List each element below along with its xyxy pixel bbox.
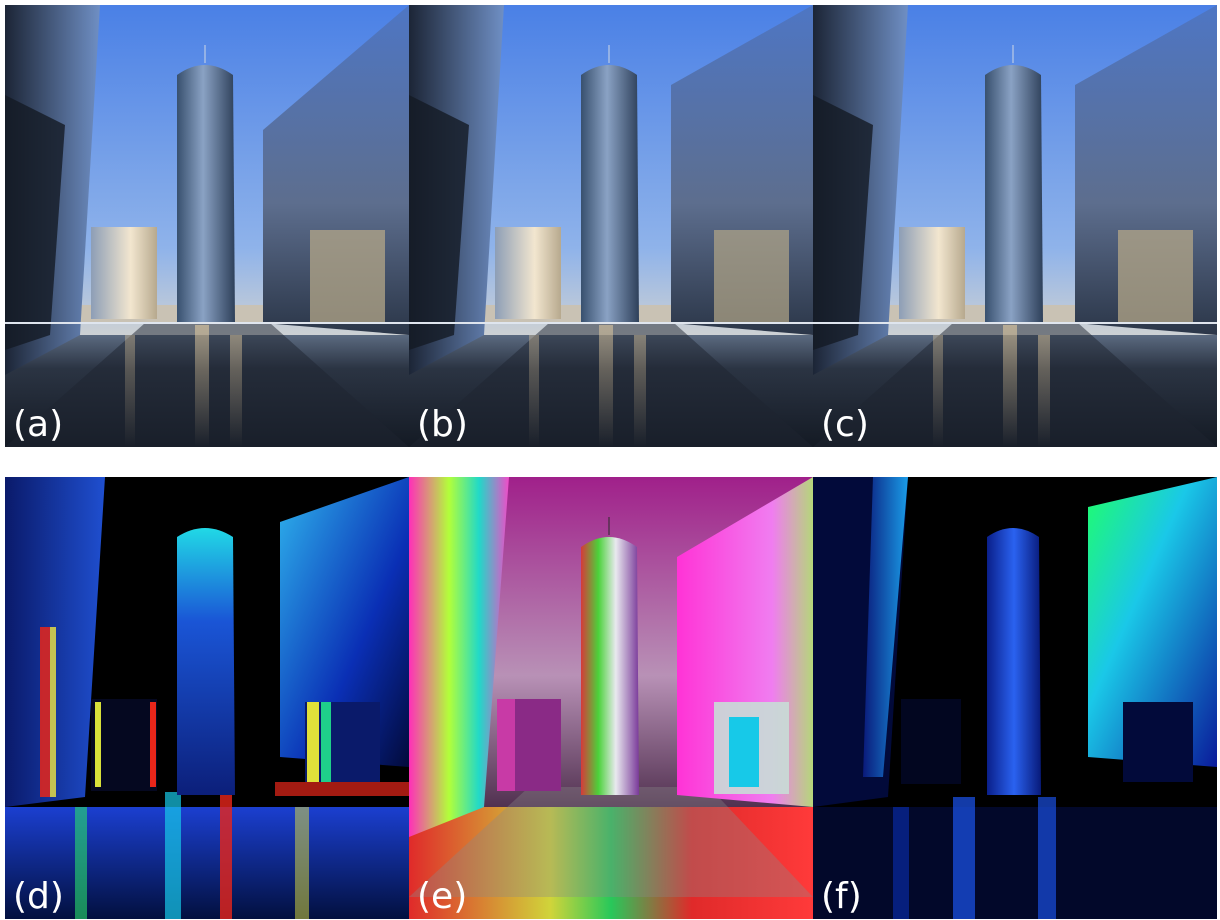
panel-label: (b) — [417, 404, 468, 445]
render-photo-b — [409, 5, 813, 447]
panel-label: (d) — [13, 876, 64, 917]
render-false-color-d — [5, 477, 409, 919]
render-photo-c — [813, 5, 1217, 447]
panel-a: (a) — [5, 5, 409, 447]
panel-label: (c) — [821, 404, 869, 445]
render-false-color-e — [409, 477, 813, 919]
panel-b: (b) — [409, 5, 813, 447]
panel-label: (f) — [821, 876, 862, 917]
panel-c: (c) — [813, 5, 1217, 447]
render-false-color-f — [813, 477, 1217, 919]
panel-e: (e) — [409, 477, 813, 919]
panel-label: (e) — [417, 876, 468, 917]
panel-d: (d) — [5, 477, 409, 919]
panel-f: (f) — [813, 477, 1217, 919]
panel-label: (a) — [13, 404, 64, 445]
render-photo-a — [5, 5, 409, 447]
